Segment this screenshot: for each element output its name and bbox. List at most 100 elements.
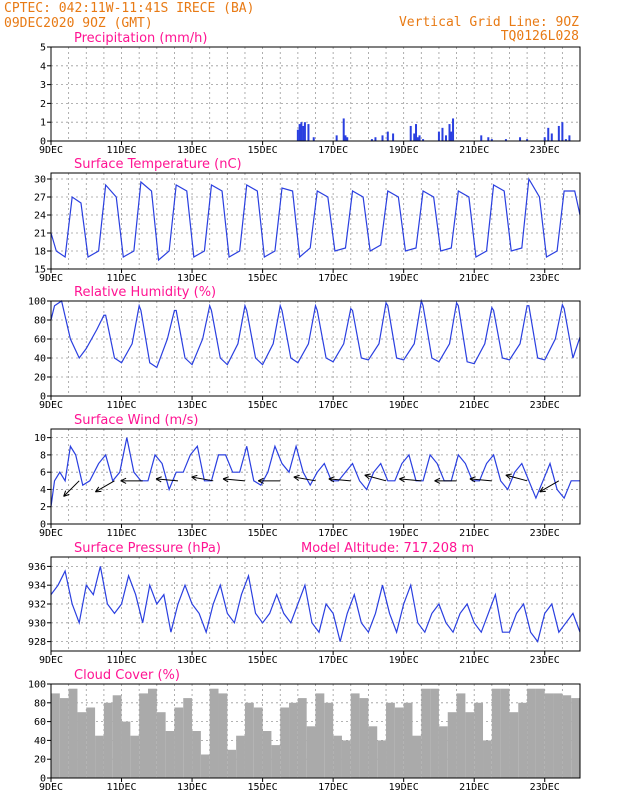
cloud-cover-bar: [253, 707, 263, 778]
x-tick-label: 11DEC: [106, 273, 136, 284]
precipitation-bar: [450, 131, 453, 141]
x-tick-label: 15DEC: [248, 273, 278, 284]
x-tick-label: 19DEC: [389, 145, 419, 156]
humidity-line: [50, 298, 581, 369]
precipitation-bar: [564, 139, 567, 141]
cloud-cover-bar: [51, 693, 60, 778]
precipitation-bar: [437, 131, 440, 141]
precipitation-bar: [374, 137, 377, 141]
precipitation-bar: [519, 137, 522, 141]
x-tick-label: 13DEC: [177, 145, 207, 156]
x-tick-label: 15DEC: [248, 145, 278, 156]
x-tick-label: 21DEC: [459, 400, 489, 411]
precipitation-bar: [298, 124, 301, 141]
cloud-cover-bar: [103, 702, 113, 778]
x-tick-label: 13DEC: [177, 400, 207, 411]
x-tick-label: 9DEC: [39, 655, 63, 666]
x-tick-label: 17DEC: [318, 145, 348, 156]
wind-arrow: [95, 480, 115, 493]
y-tick-label: 80: [34, 316, 46, 327]
wind-arrow: [120, 477, 143, 484]
cloud-cover-bar: [544, 693, 554, 778]
x-tick-label: 23DEC: [530, 782, 560, 793]
y-tick-label: 10: [34, 433, 46, 444]
cloud-cover-bar: [518, 702, 528, 778]
cloud-cover-bar: [112, 695, 122, 778]
x-tick-label: 17DEC: [318, 655, 348, 666]
cloud-cover-bar: [394, 707, 404, 778]
humidity-panel: Relative Humidity (%) 0 20 40 60 80 100 9DEC 11D…: [28, 285, 581, 411]
temperature-panel: Surface Temperature (nC) 15 18 21 24 27 30 9DEC…: [34, 157, 581, 284]
cloud-cover-bar: [483, 740, 492, 778]
cloud-cover-panel: Cloud Cover (%) 0 20 40 60 80 100 9DEC 11DEC 13DE…: [28, 668, 581, 793]
y-tick-label: 932: [28, 600, 46, 611]
x-tick-label: 21DEC: [459, 782, 489, 793]
precipitation-bar: [557, 125, 560, 141]
cloud-cover-bar: [562, 695, 572, 778]
x-tick-label: 21DEC: [459, 273, 489, 284]
wind-arrow: [364, 473, 387, 482]
y-tick-label: 6: [40, 468, 46, 479]
precipitation-bar: [416, 137, 419, 141]
x-tick-label: 11DEC: [106, 655, 136, 666]
vertical-grid-note: Vertical Grid Line: 9OZ: [399, 15, 579, 30]
wind-arrow: [539, 480, 560, 493]
humidity-frame: [50, 300, 581, 397]
cloud-cover-bar: [491, 688, 501, 778]
y-tick-label: 934: [28, 581, 46, 592]
cloud-cover-bar: [121, 721, 131, 778]
precipitation-bar: [547, 127, 550, 141]
cloud-cover-bar: [377, 740, 387, 778]
precipitation-bar: [413, 133, 416, 141]
y-tick-label: 20: [34, 373, 46, 384]
x-tick-label: 11DEC: [106, 528, 136, 539]
wind-arrow: [222, 476, 246, 483]
cloud-cover-bar: [86, 707, 96, 778]
y-tick-label: 27: [34, 193, 46, 204]
x-tick-label: 9DEC: [39, 782, 63, 793]
x-tick-label: 23DEC: [530, 655, 560, 666]
cloud-cover-bar: [130, 735, 140, 778]
y-tick-label: 80: [34, 698, 46, 709]
y-tick-label: 30: [34, 175, 46, 186]
precipitation-bar: [386, 131, 389, 141]
model-altitude-label: Model Altitude: 717.208 m: [301, 541, 474, 556]
cloud-cover-bar: [438, 726, 448, 778]
cloud-cover-bar: [315, 693, 325, 778]
pressure-title: Surface Pressure (hPa): [74, 541, 221, 556]
precipitation-bar: [346, 137, 349, 141]
panels: Precipitation (mm/h) 0 1 2 3 4 5 9DEC 11DEC 13DEC…: [28, 31, 581, 793]
cloud-cover-bar: [456, 693, 466, 778]
x-tick-label: 23DEC: [530, 400, 560, 411]
wind-line: [50, 437, 580, 507]
precipitation-title: Precipitation (mm/h): [74, 31, 207, 46]
cloud-cover-bar: [403, 702, 413, 778]
x-tick-label: 19DEC: [389, 400, 419, 411]
cloud-cover-bar: [430, 688, 439, 778]
y-tick-label: 4: [40, 485, 46, 496]
precipitation-panel: Precipitation (mm/h) 0 1 2 3 4 5 9DEC 11DEC 13DEC…: [39, 31, 581, 156]
precipitation-bar: [302, 125, 305, 141]
precipitation-bar: [307, 124, 310, 141]
y-tick-label: 0: [40, 137, 46, 148]
precipitation-bar: [344, 135, 347, 141]
precipitation-bar: [561, 122, 564, 141]
pressure-grid: [51, 557, 580, 651]
x-tick-label: 17DEC: [318, 528, 348, 539]
cloud-cover-bar: [412, 735, 422, 778]
wind-arrow: [399, 476, 422, 483]
precipitation-bar: [441, 127, 444, 141]
y-tick-label: 2: [40, 99, 46, 110]
cloud-cover-title: Cloud Cover (%): [74, 668, 180, 683]
precipitation-bar: [409, 125, 412, 141]
cloud-cover-bar: [306, 726, 316, 778]
precipitation-bar: [418, 135, 421, 141]
precipitation-bar: [392, 133, 395, 141]
temperature-frame: [50, 172, 581, 270]
precipitation-bar: [490, 139, 493, 141]
wind-arrow: [293, 474, 316, 482]
date-header: 09DEC2020 9OZ (GMT): [4, 16, 153, 31]
cloud-cover-bar: [535, 688, 545, 778]
cloud-cover-bar: [183, 698, 193, 778]
x-tick-label: 23DEC: [530, 145, 560, 156]
